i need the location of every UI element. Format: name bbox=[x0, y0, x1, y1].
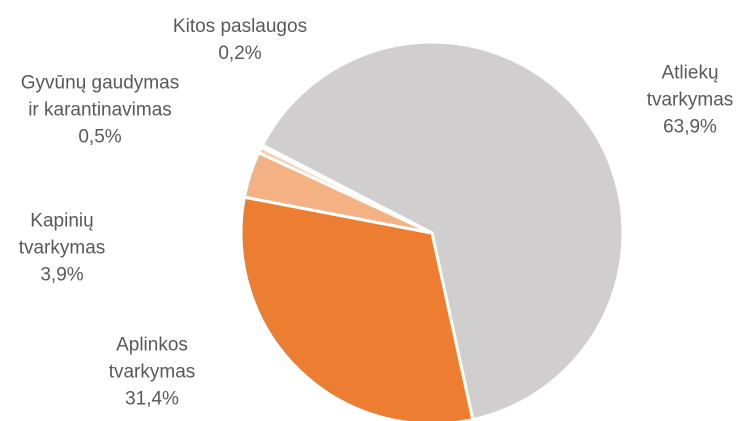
value-label: 0,2% bbox=[218, 43, 262, 64]
category-label: Gyvūnų gaudymas ir karantinavimas bbox=[20, 72, 180, 121]
pie-slice bbox=[260, 40, 625, 421]
value-label: 0,5% bbox=[78, 126, 122, 148]
slice-label: Aplinkos tvarkymas 31,4% bbox=[92, 332, 212, 413]
slice-label: Atliekų tvarkymas 63,9% bbox=[635, 60, 745, 141]
slice-label: Kitos paslaugos 0,2% bbox=[140, 13, 340, 67]
category-label: Atliekų tvarkymas bbox=[646, 62, 734, 111]
value-label: 63,9% bbox=[663, 116, 717, 138]
value-label: 31,4% bbox=[125, 388, 179, 410]
slice-label: Kapinių tvarkymas 3,9% bbox=[2, 208, 122, 289]
pie-slice bbox=[239, 195, 475, 421]
category-label: Kapinių tvarkymas bbox=[18, 210, 106, 259]
category-label: Kitos paslaugos bbox=[172, 16, 308, 37]
pie-slice bbox=[259, 143, 433, 235]
category-label: Aplinkos tvarkymas bbox=[108, 334, 196, 383]
value-label: 3,9% bbox=[40, 264, 84, 286]
slice-label: Gyvūnų gaudymas ir karantinavimas 0,5% bbox=[15, 70, 185, 151]
